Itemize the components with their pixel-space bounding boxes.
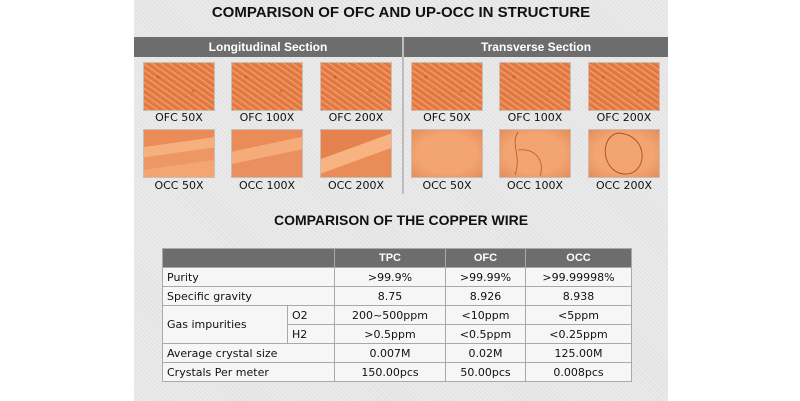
row-label-h2: H2 xyxy=(287,324,335,344)
micrograph-long-ofc-100x xyxy=(232,63,302,110)
header-occ: OCC xyxy=(525,248,632,268)
caption-trans-occ-200x: OCC 200X xyxy=(595,179,653,192)
table-row: Average crystal size 0.007M 0.02M 125.00… xyxy=(162,343,632,363)
row-label-gas: Gas impurities xyxy=(162,305,288,344)
caption-long-ofc-200x: OFC 200X xyxy=(328,111,384,124)
cell-per-meter-ofc: 50.00pcs xyxy=(445,362,526,382)
row-label-crystal: Average crystal size xyxy=(162,343,335,363)
transverse-section-header: Transverse Section xyxy=(404,37,668,57)
micrograph-trans-ofc-100x xyxy=(500,63,570,110)
content-panel: COMPARISON OF OFC AND UP-OCC IN STRUCTUR… xyxy=(134,0,668,401)
cell-per-meter-occ: 0.008pcs xyxy=(525,362,632,382)
caption-trans-occ-50x: OCC 50X xyxy=(422,179,472,192)
caption-trans-occ-100x: OCC 100X xyxy=(506,179,564,192)
caption-long-ofc-100x: OFC 100X xyxy=(239,111,295,124)
row-label-purity: Purity xyxy=(162,267,335,287)
micrograph-trans-occ-200x xyxy=(589,130,659,177)
cell-purity-occ: >99.99998% xyxy=(525,267,632,287)
table-row: Gas impurities O2 200~500ppm <10ppm <5pp… xyxy=(162,305,632,344)
micrograph-trans-occ-100x xyxy=(500,130,570,177)
cell-o2-tpc: 200~500ppm xyxy=(334,305,446,325)
micrograph-long-occ-200x xyxy=(321,130,391,177)
header-ofc: OFC xyxy=(445,248,526,268)
cell-crystal-ofc: 0.02M xyxy=(445,343,526,363)
cell-gravity-ofc: 8.926 xyxy=(445,286,526,306)
table-row: Crystals Per meter 150.00pcs 50.00pcs 0.… xyxy=(162,362,632,382)
caption-long-occ-200x: OCC 200X xyxy=(327,179,385,192)
cell-h2-ofc: <0.5ppm xyxy=(445,324,526,344)
row-label-gravity: Specific gravity xyxy=(162,286,335,306)
cell-crystal-tpc: 0.007M xyxy=(334,343,446,363)
caption-long-occ-100x: OCC 100X xyxy=(238,179,296,192)
caption-long-occ-50x: OCC 50X xyxy=(154,179,204,192)
section-divider xyxy=(402,37,404,194)
cell-h2-tpc: >0.5ppm xyxy=(334,324,446,344)
cell-o2-occ: <5ppm xyxy=(525,305,632,325)
longitudinal-section-header: Longitudinal Section xyxy=(134,37,402,57)
cell-purity-ofc: >99.99% xyxy=(445,267,526,287)
table-row: Specific gravity 8.75 8.926 8.938 xyxy=(162,286,632,306)
cell-gravity-occ: 8.938 xyxy=(525,286,632,306)
table-row: Purity >99.9% >99.99% >99.99998% xyxy=(162,267,632,287)
caption-trans-ofc-200x: OFC 200X xyxy=(596,111,652,124)
row-label-per-meter: Crystals Per meter xyxy=(162,362,335,382)
cell-crystal-occ: 125.00M xyxy=(525,343,632,363)
cell-gravity-tpc: 8.75 xyxy=(334,286,446,306)
micrograph-long-occ-100x xyxy=(232,130,302,177)
micrograph-long-ofc-200x xyxy=(321,63,391,110)
caption-long-ofc-50x: OFC 50X xyxy=(155,111,203,124)
row-label-o2: O2 xyxy=(287,305,335,325)
comparison-table: TPC OFC OCC Purity >99.9% >99.99% >99.99… xyxy=(162,248,632,382)
cell-o2-ofc: <10ppm xyxy=(445,305,526,325)
table-header-row: TPC OFC OCC xyxy=(162,248,632,268)
structure-title: COMPARISON OF OFC AND UP-OCC IN STRUCTUR… xyxy=(211,4,591,21)
micrograph-trans-ofc-200x xyxy=(589,63,659,110)
micrograph-long-occ-50x xyxy=(144,130,214,177)
micrograph-long-ofc-50x xyxy=(144,63,214,110)
table-row: H2 >0.5ppm <0.5ppm <0.25ppm xyxy=(163,324,632,344)
cell-h2-occ: <0.25ppm xyxy=(525,324,632,344)
cell-per-meter-tpc: 150.00pcs xyxy=(334,362,446,382)
caption-trans-ofc-50x: OFC 50X xyxy=(423,111,471,124)
header-blank xyxy=(162,248,335,268)
micrograph-trans-ofc-50x xyxy=(412,63,482,110)
micrograph-trans-occ-50x xyxy=(412,130,482,177)
cell-purity-tpc: >99.9% xyxy=(334,267,446,287)
wire-title: COMPARISON OF THE COPPER WIRE xyxy=(273,212,529,228)
header-tpc: TPC xyxy=(334,248,446,268)
caption-trans-ofc-100x: OFC 100X xyxy=(507,111,563,124)
